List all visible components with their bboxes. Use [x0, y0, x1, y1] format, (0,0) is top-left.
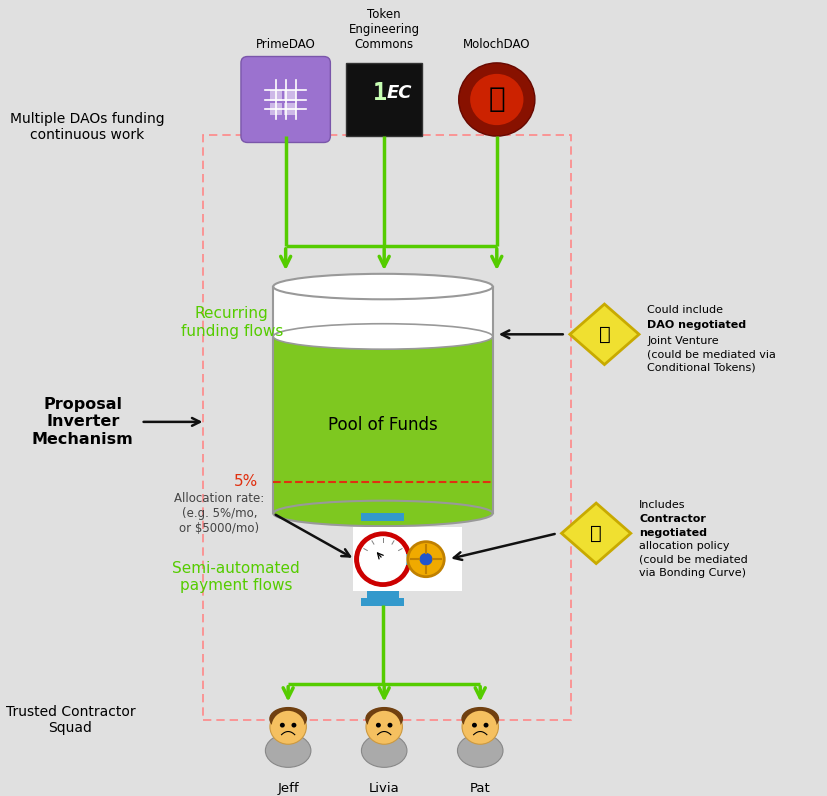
- Ellipse shape: [273, 501, 492, 526]
- Circle shape: [375, 723, 380, 728]
- Bar: [203, 135, 571, 720]
- Text: Proposal
Inverter
Mechanism: Proposal Inverter Mechanism: [32, 397, 133, 447]
- Text: Allocation rate:
(e.g. 5%/mo,
or $5000/mo): Allocation rate: (e.g. 5%/mo, or $5000/m…: [174, 492, 264, 535]
- Text: 👹: 👹: [488, 85, 504, 114]
- Text: 5%: 5%: [234, 474, 258, 489]
- Bar: [405, 554, 412, 565]
- Text: 🤝: 🤝: [590, 524, 601, 543]
- Bar: [284, 103, 295, 115]
- Ellipse shape: [270, 708, 306, 730]
- Bar: [270, 90, 281, 101]
- Circle shape: [470, 74, 523, 125]
- Circle shape: [280, 723, 284, 728]
- Circle shape: [271, 711, 304, 743]
- Circle shape: [270, 709, 306, 744]
- Circle shape: [461, 709, 498, 744]
- Ellipse shape: [265, 734, 310, 767]
- Circle shape: [471, 723, 476, 728]
- Text: Could include: Could include: [647, 306, 723, 315]
- Circle shape: [420, 554, 432, 565]
- Text: Joint Venture: Joint Venture: [647, 336, 718, 345]
- Circle shape: [387, 723, 392, 728]
- Ellipse shape: [273, 274, 492, 299]
- Circle shape: [407, 541, 444, 576]
- Ellipse shape: [366, 708, 402, 730]
- Ellipse shape: [361, 734, 407, 767]
- Ellipse shape: [461, 708, 498, 730]
- Text: 1: 1: [372, 81, 387, 105]
- Text: Semi-automated
payment flows: Semi-automated payment flows: [172, 561, 299, 593]
- Circle shape: [458, 63, 534, 136]
- Polygon shape: [569, 304, 638, 365]
- Text: 1: 1: [372, 81, 387, 105]
- Text: Pool of Funds: Pool of Funds: [327, 416, 437, 434]
- Circle shape: [366, 709, 402, 744]
- Bar: [270, 103, 281, 115]
- Bar: [361, 548, 404, 556]
- Ellipse shape: [457, 734, 502, 767]
- Polygon shape: [561, 503, 630, 564]
- Text: negotiated: negotiated: [638, 528, 706, 537]
- Text: (could be mediated: (could be mediated: [638, 555, 747, 564]
- Circle shape: [483, 723, 488, 728]
- Circle shape: [463, 711, 496, 743]
- Text: DAO negotiated: DAO negotiated: [647, 320, 746, 330]
- Text: (could be mediated via: (could be mediated via: [647, 349, 775, 359]
- Ellipse shape: [273, 324, 492, 349]
- Text: Recurring
funding flows: Recurring funding flows: [180, 306, 283, 338]
- Text: EC: EC: [386, 84, 411, 102]
- Text: via Bonding Curve): via Bonding Curve): [638, 568, 745, 578]
- Circle shape: [367, 711, 400, 743]
- Text: 🤝: 🤝: [598, 325, 609, 344]
- FancyBboxPatch shape: [241, 57, 330, 142]
- Text: PrimeDAO: PrimeDAO: [256, 38, 315, 51]
- Text: Pat: Pat: [469, 782, 490, 795]
- Text: Includes: Includes: [638, 501, 685, 510]
- Text: Multiple DAOs funding
continuous work: Multiple DAOs funding continuous work: [10, 112, 164, 142]
- Circle shape: [359, 537, 406, 581]
- Bar: [361, 598, 404, 606]
- Bar: [273, 287, 492, 337]
- Bar: [352, 527, 461, 591]
- Text: Conditional Tokens): Conditional Tokens): [647, 363, 755, 373]
- Bar: [367, 513, 399, 605]
- Text: Token
Engineering
Commons: Token Engineering Commons: [348, 8, 419, 51]
- Bar: [346, 63, 422, 136]
- Text: MolochDAO: MolochDAO: [462, 38, 530, 51]
- Text: Contractor: Contractor: [638, 514, 705, 524]
- Bar: [273, 337, 492, 513]
- Bar: [284, 90, 295, 101]
- Circle shape: [291, 723, 296, 728]
- Text: Livia: Livia: [368, 782, 399, 795]
- Circle shape: [355, 532, 411, 586]
- Text: allocation policy: allocation policy: [638, 541, 729, 551]
- Text: Trusted Contractor
Squad: Trusted Contractor Squad: [6, 705, 135, 736]
- Text: Jeff: Jeff: [277, 782, 299, 795]
- Bar: [361, 513, 404, 521]
